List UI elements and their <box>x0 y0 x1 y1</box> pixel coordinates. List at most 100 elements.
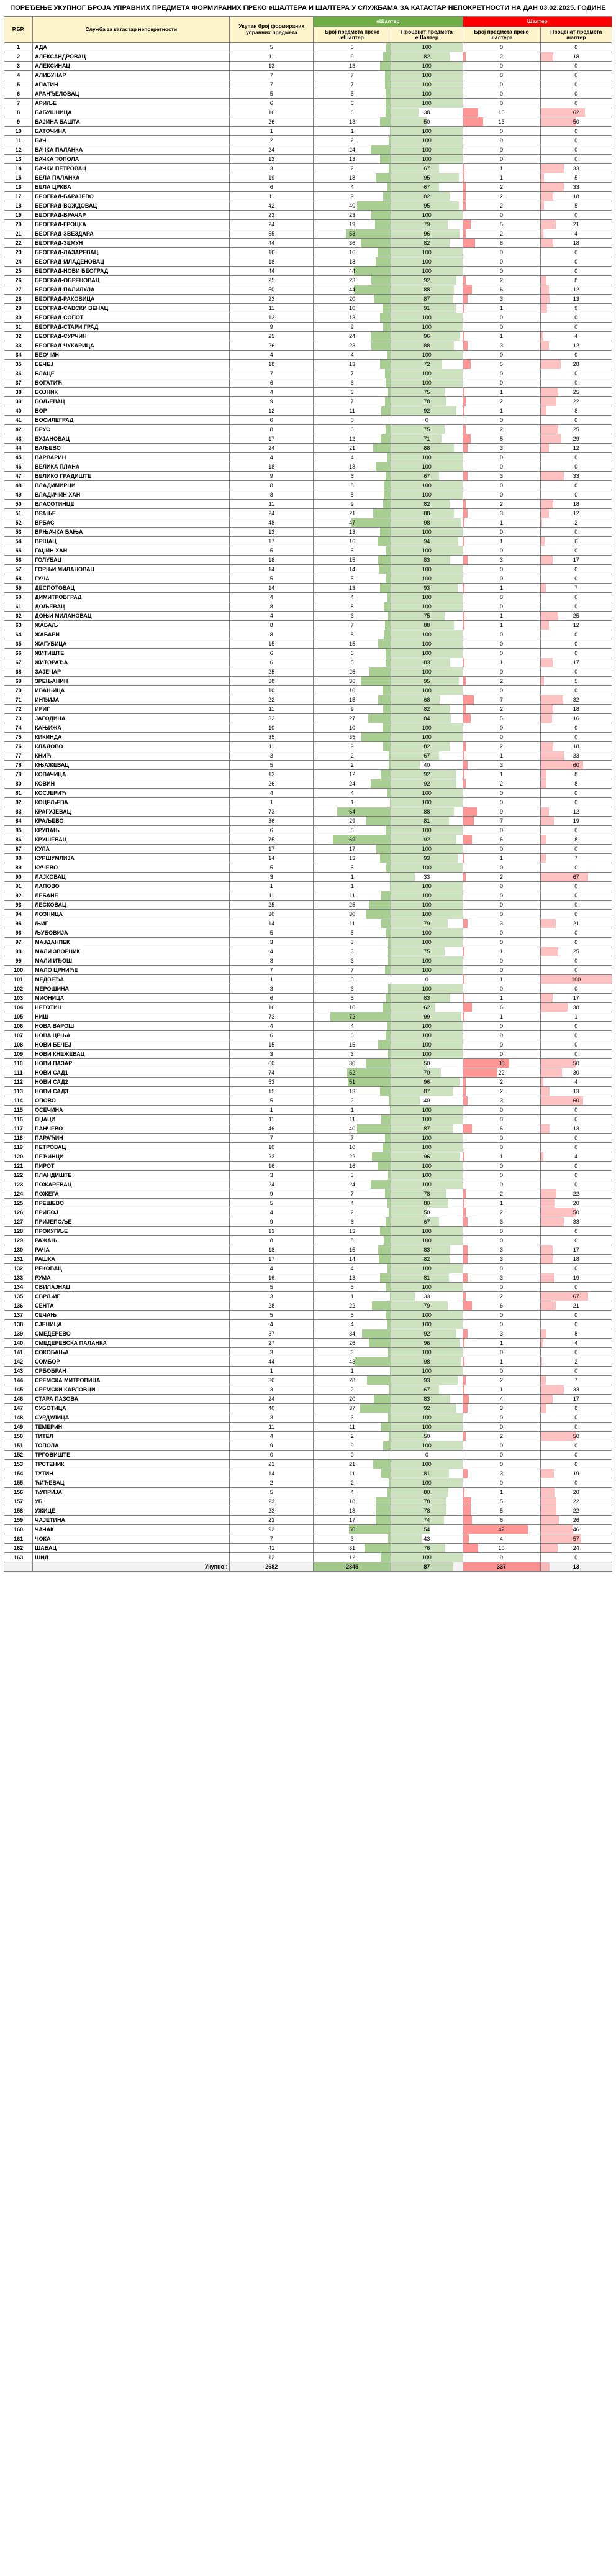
bar-cell: 0 <box>540 1236 612 1245</box>
row-name: ЧАЈЕТИНА <box>33 1516 230 1525</box>
row-index: 146 <box>4 1395 33 1404</box>
row-name: БЕОЧИН <box>33 351 230 360</box>
bar-cell: 0 <box>540 351 612 360</box>
bar-cell: 31 <box>314 1544 391 1553</box>
table-row: 95ЉИГ141179321 <box>4 919 612 928</box>
row-index: 147 <box>4 1404 33 1413</box>
table-row: 153ТРСТЕНИК212110000 <box>4 1460 612 1469</box>
bar-cell: 50 <box>391 1208 463 1217</box>
row-index: 161 <box>4 1534 33 1544</box>
bar-cell: 0 <box>540 546 612 556</box>
bar-cell: 0 <box>540 667 612 677</box>
table-row: 31БЕОГРАД-СТАРИ ГРАД9910000 <box>4 323 612 332</box>
table-row: 35БЕЧЕЈ181372528 <box>4 360 612 369</box>
row-index: 67 <box>4 658 33 667</box>
bar-cell: 12 <box>540 621 612 630</box>
bar-cell: 2 <box>314 1432 391 1441</box>
bar-cell: 19 <box>540 1273 612 1283</box>
row-name: НОВИ КНЕЖЕВАЦ <box>33 1050 230 1059</box>
bar-cell: 67 <box>391 751 463 761</box>
row-index: 112 <box>4 1078 33 1087</box>
bar-cell: 100 <box>391 639 463 649</box>
bar-cell: 50 <box>540 1208 612 1217</box>
bar-cell: 82 <box>391 1255 463 1264</box>
bar-cell: 100 <box>391 1171 463 1180</box>
bar-cell: 13 <box>540 295 612 304</box>
bar-cell: 4 <box>314 183 391 192</box>
row-total: 18 <box>230 257 314 267</box>
row-index: 1 <box>4 43 33 52</box>
bar-cell: 0 <box>463 798 540 807</box>
bar-cell: 0 <box>540 1367 612 1376</box>
row-name: БОЈНИК <box>33 388 230 397</box>
bar-cell: 8 <box>314 1236 391 1245</box>
row-name: ВЕЛИКА ПЛАНА <box>33 462 230 472</box>
row-total: 5 <box>230 1283 314 1292</box>
row-name: ГУЧА <box>33 574 230 584</box>
row-index: 16 <box>4 183 33 192</box>
bar-cell: 75 <box>391 388 463 397</box>
bar-cell: 36 <box>314 677 391 686</box>
bar-cell: 12 <box>540 509 612 518</box>
row-total: 0 <box>230 416 314 425</box>
row-index: 86 <box>4 835 33 845</box>
bar-cell: 0 <box>540 966 612 975</box>
table-row: 65ЖАГУБИЦА151510000 <box>4 639 612 649</box>
bar-cell: 100 <box>391 1478 463 1488</box>
row-name: БАЧКА ПАЛАНКА <box>33 145 230 155</box>
bar-cell: 100 <box>391 80 463 89</box>
bar-cell: 100 <box>391 267 463 276</box>
bar-cell: 9 <box>314 1441 391 1451</box>
row-total: 2 <box>230 1478 314 1488</box>
row-index: 32 <box>4 332 33 341</box>
table-row: 138СЈЕНИЦА4410000 <box>4 1320 612 1329</box>
table-row: 118ПАРАЋИН7710000 <box>4 1134 612 1143</box>
row-index: 97 <box>4 938 33 947</box>
bar-cell: 0 <box>463 1478 540 1488</box>
row-total: 5 <box>230 863 314 873</box>
row-index: 127 <box>4 1217 33 1227</box>
row-total: 18 <box>230 556 314 565</box>
row-total: 13 <box>230 62 314 71</box>
bar-cell: 5 <box>540 173 612 183</box>
table-row: 37БОГАТИЋ6610000 <box>4 378 612 388</box>
row-index: 87 <box>4 845 33 854</box>
table-row: 38БОЈНИК4375125 <box>4 388 612 397</box>
row-index: 144 <box>4 1376 33 1385</box>
bar-cell: 3 <box>463 1273 540 1283</box>
bar-cell: 6 <box>314 1031 391 1040</box>
row-name: БОР <box>33 406 230 416</box>
bar-cell: 0 <box>463 789 540 798</box>
bar-cell: 23 <box>314 211 391 220</box>
bar-cell: 0 <box>463 863 540 873</box>
table-row: 111НОВИ САД17452702230 <box>4 1068 612 1078</box>
row-name: ПРОКУПЉЕ <box>33 1227 230 1236</box>
bar-cell: 17 <box>540 1245 612 1255</box>
bar-cell: 6 <box>463 835 540 845</box>
bar-cell: 0 <box>463 248 540 257</box>
bar-cell: 8 <box>540 406 612 416</box>
row-total: 25 <box>230 276 314 285</box>
row-index: 39 <box>4 397 33 406</box>
bar-cell: 0 <box>540 928 612 938</box>
bar-cell: 95 <box>391 173 463 183</box>
row-name: СРБОБРАН <box>33 1367 230 1376</box>
row-index: 154 <box>4 1469 33 1478</box>
bar-cell: 100 <box>391 462 463 472</box>
bar-cell: 2345 <box>314 1562 391 1572</box>
bar-cell: 19 <box>540 1469 612 1478</box>
row-index: 36 <box>4 369 33 378</box>
table-row: 9БАЈИНА БАШТА2613501350 <box>4 117 612 127</box>
row-total: 11 <box>230 1115 314 1124</box>
table-row: 20БЕОГРАД-ГРОЦКА241979521 <box>4 220 612 229</box>
bar-cell: 9 <box>314 742 391 751</box>
table-row: 12БАЧКА ПАЛАНКА242410000 <box>4 145 612 155</box>
table-row: 22БЕОГРАД-ЗЕМУН443682818 <box>4 239 612 248</box>
bar-cell: 4 <box>314 1488 391 1497</box>
row-index: 7 <box>4 99 33 108</box>
row-total: 26 <box>230 779 314 789</box>
bar-cell: 2 <box>540 1357 612 1367</box>
bar-cell: 78 <box>391 397 463 406</box>
row-index: 28 <box>4 295 33 304</box>
row-index: 120 <box>4 1152 33 1162</box>
